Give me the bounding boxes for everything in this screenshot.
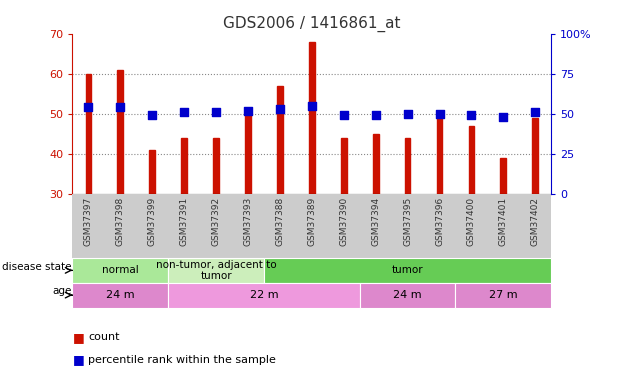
Bar [309, 42, 315, 194]
Bar [500, 158, 507, 194]
Text: normal: normal [102, 266, 139, 275]
Text: GSM37394: GSM37394 [371, 197, 380, 246]
Bar [404, 138, 411, 194]
Point [147, 112, 158, 118]
Bar [168, 258, 264, 283]
Point [307, 103, 317, 109]
Text: GSM37393: GSM37393 [244, 197, 253, 246]
Text: GSM37388: GSM37388 [275, 197, 284, 246]
Point [179, 109, 189, 115]
Text: GSM37396: GSM37396 [435, 197, 444, 246]
Point [466, 112, 476, 118]
Bar [181, 138, 187, 194]
Point [115, 104, 125, 110]
Text: GSM37395: GSM37395 [403, 197, 412, 246]
Bar [437, 118, 442, 194]
Text: non-tumor, adjacent to
tumor: non-tumor, adjacent to tumor [156, 260, 277, 281]
Text: 27 m: 27 m [489, 290, 518, 300]
Bar [168, 283, 360, 308]
Point [498, 114, 508, 120]
Text: ■: ■ [72, 331, 84, 344]
Text: GSM37390: GSM37390 [340, 197, 348, 246]
Point [243, 108, 253, 114]
Text: GSM37397: GSM37397 [84, 197, 93, 246]
Bar [245, 110, 251, 194]
Bar [277, 86, 283, 194]
Bar [72, 283, 168, 308]
Bar [149, 150, 155, 194]
Text: ■: ■ [72, 354, 84, 366]
Text: GSM37399: GSM37399 [148, 197, 157, 246]
Bar [469, 126, 474, 194]
Bar [86, 74, 91, 194]
Point [530, 109, 541, 115]
Bar [72, 258, 168, 283]
Bar [455, 283, 551, 308]
Text: GSM37389: GSM37389 [307, 197, 316, 246]
Bar [373, 134, 379, 194]
Bar [360, 283, 455, 308]
Text: GSM37401: GSM37401 [499, 197, 508, 246]
Text: GSM37392: GSM37392 [212, 197, 220, 246]
Text: 24 m: 24 m [106, 290, 135, 300]
Text: age: age [52, 286, 72, 296]
Text: 24 m: 24 m [393, 290, 422, 300]
Bar [264, 258, 551, 283]
Text: disease state: disease state [3, 262, 72, 272]
Title: GDS2006 / 1416861_at: GDS2006 / 1416861_at [223, 16, 401, 32]
Text: percentile rank within the sample: percentile rank within the sample [88, 355, 276, 365]
Text: GSM37400: GSM37400 [467, 197, 476, 246]
Text: GSM37391: GSM37391 [180, 197, 188, 246]
Point [83, 104, 93, 110]
Bar [117, 70, 123, 194]
Text: GSM37402: GSM37402 [531, 197, 540, 246]
Point [370, 112, 381, 118]
Text: tumor: tumor [392, 266, 423, 275]
Point [435, 111, 445, 117]
Bar [213, 138, 219, 194]
Text: 22 m: 22 m [249, 290, 278, 300]
Bar [341, 138, 347, 194]
Point [339, 112, 349, 118]
Text: GSM37398: GSM37398 [116, 197, 125, 246]
Point [403, 111, 413, 117]
Point [275, 106, 285, 112]
Bar [532, 118, 538, 194]
Point [211, 109, 221, 115]
Text: count: count [88, 333, 120, 342]
